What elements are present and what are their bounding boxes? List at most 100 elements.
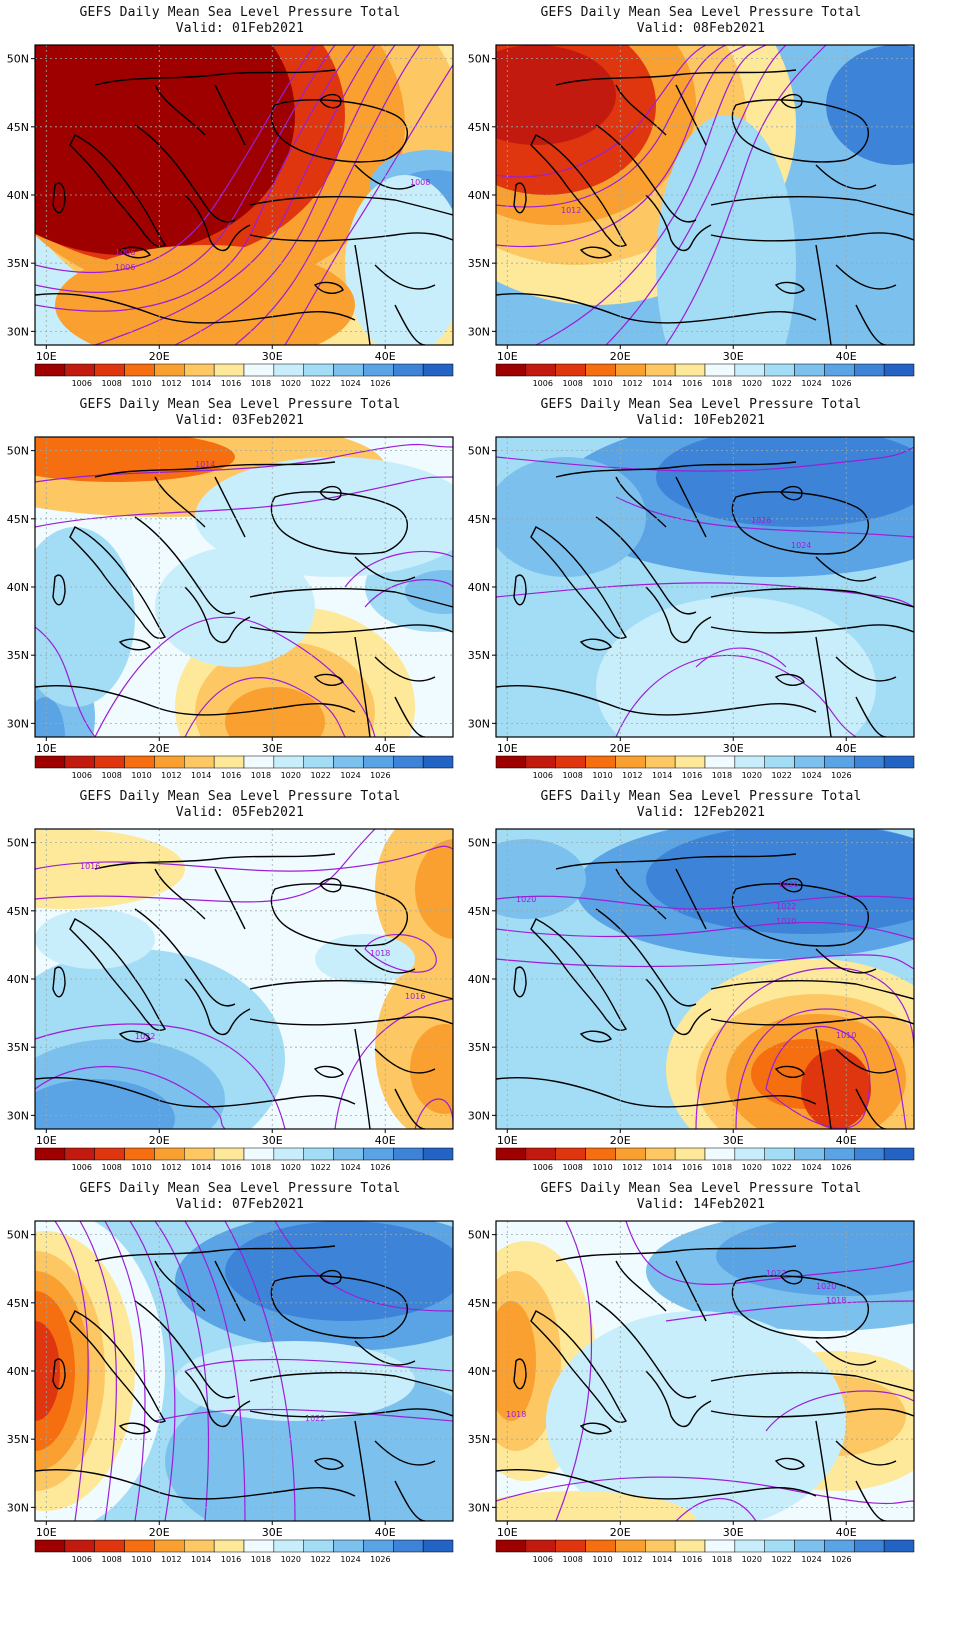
- coastline: [780, 485, 803, 501]
- colorbar-swatch: [273, 1147, 304, 1161]
- coastline: [184, 978, 251, 1036]
- isobar-line: [615, 654, 857, 737]
- coastline: [52, 1358, 66, 1390]
- coastline: [184, 194, 251, 252]
- panel-title: GEFS Daily Mean Sea Level Pressure Total: [79, 1181, 401, 1196]
- colorbar-swatch: [674, 755, 706, 769]
- colorbar: 1006 1008 1010 1012 1014 1016 1018 1020 1022 1024…: [34, 755, 454, 780]
- latitude-label: 30N: [7, 325, 29, 338]
- colorbar-tick-label: 1012: [622, 1555, 642, 1564]
- colorbar-tick-label: 1010: [131, 771, 151, 780]
- isobar-label: 1026: [778, 880, 798, 889]
- coastline: [555, 69, 797, 86]
- colorbar-swatch: [674, 1539, 706, 1553]
- isobar-line: [496, 954, 914, 970]
- colorbar-swatch: [64, 1539, 95, 1553]
- panel-valid-date: Valid: 10Feb2021: [636, 413, 766, 428]
- isobar-label: 1018: [370, 949, 390, 958]
- latitude-label: 35N: [468, 1041, 490, 1054]
- colorbar-swatch: [124, 363, 155, 377]
- map-panel-p01: GEFS Daily Mean Sea Level Pressure Total…: [5, 0, 475, 396]
- colorbar-tick-label: 1024: [801, 1555, 821, 1564]
- colorbar-swatch: [333, 1539, 364, 1553]
- colorbar-tick-label: 1014: [652, 379, 672, 388]
- colorbar-tick-label: 1006: [533, 379, 553, 388]
- colorbar-swatch: [64, 1147, 95, 1161]
- colorbar-tick-label: 1010: [592, 1555, 612, 1564]
- coastline: [731, 883, 869, 947]
- colorbar-swatch: [883, 363, 915, 377]
- colorbar-tick-label: 1014: [191, 1163, 211, 1172]
- colorbar-tick-label: 1022: [771, 1163, 791, 1172]
- coastline: [94, 461, 336, 478]
- colorbar-tick-label: 1018: [712, 1555, 732, 1564]
- colorbar-swatch: [854, 755, 885, 769]
- longitude-label: 40E: [375, 1526, 396, 1539]
- latitude-label: 50N: [468, 445, 490, 458]
- coastline: [69, 526, 167, 639]
- latitude-label: 40N: [7, 581, 29, 594]
- isobar-line: [665, 1300, 914, 1322]
- isobar-line: [184, 677, 346, 737]
- colorbar-tick-label: 1026: [831, 771, 851, 780]
- pressure-field-region: [496, 45, 616, 145]
- coastline: [710, 980, 914, 1026]
- colorbar-tick-label: 1024: [340, 771, 360, 780]
- colorbar-swatch: [854, 363, 885, 377]
- isobar-label: 1026: [751, 516, 771, 525]
- colorbar-swatch: [645, 755, 676, 769]
- latitude-label: 45N: [7, 121, 29, 134]
- coastline: [249, 196, 453, 242]
- coastline: [675, 1260, 707, 1322]
- coastline: [774, 281, 805, 294]
- colorbar-swatch: [243, 1539, 275, 1553]
- map-panel-p10: GEFS Daily Mean Sea Level Pressure Total…: [466, 392, 936, 788]
- pressure-field-region: [225, 687, 325, 737]
- colorbar-tick-label: 1006: [72, 1555, 92, 1564]
- longitude-label: 30E: [723, 350, 744, 363]
- isobar-label: 1006: [115, 248, 135, 257]
- colorbar-swatch: [64, 363, 95, 377]
- pressure-map: 1016 1018 1016 1022 50N 45N 40N 35N 30N 10E 20E 30E…: [7, 828, 454, 1172]
- colorbar-swatch: [883, 1147, 915, 1161]
- coastline: [835, 264, 897, 290]
- isobar-line: [496, 582, 914, 608]
- longitude-label: 20E: [610, 350, 631, 363]
- coastline: [134, 124, 236, 223]
- pressure-field-region: [315, 934, 415, 984]
- longitude-label: 30E: [723, 1526, 744, 1539]
- coastline: [579, 1422, 613, 1435]
- colorbar-swatch: [585, 1147, 616, 1161]
- coastline: [615, 476, 667, 528]
- coastline: [645, 1370, 712, 1428]
- colorbar-tick-label: 1022: [771, 379, 791, 388]
- colorbar-swatch: [333, 1147, 364, 1161]
- latitude-label: 50N: [7, 1229, 29, 1242]
- colorbar-tick-label: 1012: [622, 379, 642, 388]
- coastline: [313, 1457, 344, 1470]
- colorbar-swatch: [243, 1147, 275, 1161]
- colorbar-swatch: [94, 755, 125, 769]
- pressure-field-region: [801, 1049, 871, 1129]
- longitude-label: 10E: [36, 1526, 57, 1539]
- panel-valid-date: Valid: 14Feb2021: [636, 1197, 766, 1212]
- coastline: [530, 134, 628, 247]
- isobar-line: [344, 550, 453, 588]
- latitude-label: 30N: [468, 1501, 490, 1514]
- coastline: [319, 485, 342, 501]
- coastline: [835, 1440, 897, 1466]
- coastline: [496, 1469, 817, 1500]
- colorbar-tick-label: 1020: [742, 379, 762, 388]
- longitude-label: 10E: [497, 1134, 518, 1147]
- colorbar-swatch: [883, 755, 915, 769]
- coastline: [530, 918, 628, 1031]
- colorbar-swatch: [794, 755, 825, 769]
- coastline: [645, 194, 712, 252]
- colorbar-swatch: [303, 755, 334, 769]
- colorbar-tick-label: 1018: [251, 771, 271, 780]
- isobar-label: 1020: [816, 1282, 836, 1291]
- colorbar-swatch: [393, 755, 424, 769]
- coastline: [134, 908, 236, 1007]
- pressure-field-region: [546, 1311, 846, 1521]
